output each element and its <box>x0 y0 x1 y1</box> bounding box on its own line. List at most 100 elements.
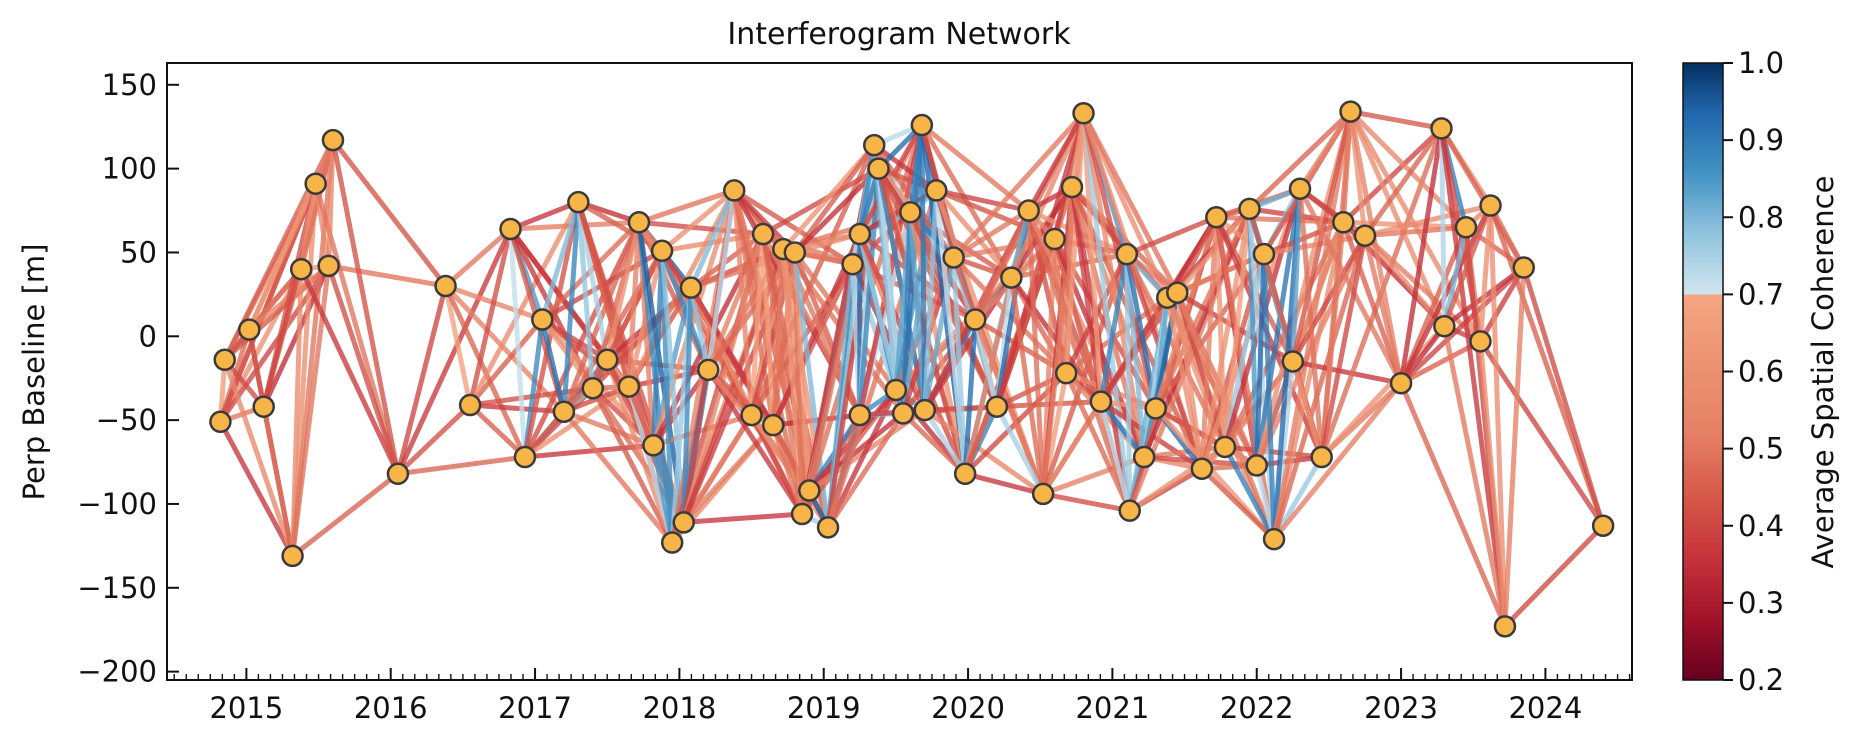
interferogram-edge <box>1069 110 1087 190</box>
interferogram-edge <box>539 199 581 323</box>
interferogram-edge <box>1271 380 1404 542</box>
acquisition-point <box>1118 499 1141 522</box>
interferogram-edge <box>1199 206 1253 472</box>
y-tick-label: 0 <box>139 319 157 353</box>
colorbar-tick-label: 0.6 <box>1738 355 1784 389</box>
plot-frame <box>166 62 1633 681</box>
interferogram-edge <box>705 367 805 517</box>
interferogram-edge <box>951 208 1032 260</box>
interferogram-edge <box>825 410 906 530</box>
interferogram-edge <box>298 266 401 477</box>
acquisition-point <box>513 445 537 469</box>
colorbar-tick-label: 0.2 <box>1738 663 1784 697</box>
interferogram-edge <box>770 249 798 428</box>
acquisition-point <box>434 274 457 298</box>
acquisition-point <box>1144 397 1167 420</box>
acquisition-point <box>925 179 948 202</box>
interferogram-edge <box>508 199 581 232</box>
acquisition-point <box>751 222 775 246</box>
acquisition-point <box>910 113 934 137</box>
acquisition-point <box>552 400 576 423</box>
acquisition-point <box>672 511 695 534</box>
acquisition-point <box>1031 482 1055 506</box>
interferogram-edge <box>467 317 545 408</box>
interferogram-edge <box>561 409 675 546</box>
acquisition-point <box>1262 527 1286 551</box>
interferogram-edges <box>217 109 1606 629</box>
x-tick-label: 2022 <box>1220 691 1294 725</box>
acquisition-point <box>321 128 345 152</box>
x-tick-label: 2023 <box>1364 691 1438 725</box>
interferogram-edge <box>395 226 514 477</box>
colorbar-tick-label: 1.0 <box>1738 46 1784 80</box>
x-axis: 2015 2016 2017 2018 2019 2020 2021 2022 2023 2024 <box>173 668 1631 725</box>
colorbar-tick-label: 0.3 <box>1738 586 1784 620</box>
interferogram-edge <box>871 142 939 193</box>
interferogram-edge <box>659 248 687 525</box>
interferogram-edge <box>792 142 877 255</box>
y-tick-label: −50 <box>96 403 157 437</box>
interferogram-edge <box>1174 290 1205 472</box>
interferogram-edge <box>659 248 711 373</box>
interferogram-edge <box>1199 466 1277 542</box>
interferogram-edge <box>994 404 1046 497</box>
colorbar-tick-label: 0.7 <box>1738 277 1784 311</box>
acquisition-point <box>1389 371 1413 395</box>
y-tick-label: −200 <box>77 655 157 689</box>
acquisition-point <box>1591 514 1615 537</box>
x-tick-label: 2015 <box>209 691 283 725</box>
interferogram-edge <box>1290 186 1303 364</box>
interferogram-edge <box>650 248 665 448</box>
y-tick-label: −150 <box>77 571 157 605</box>
interferogram-edge <box>1124 214 1219 257</box>
interferogram-edge <box>522 219 642 460</box>
interferogram-edge <box>1463 224 1527 271</box>
interferogram-edge <box>1441 224 1469 329</box>
interferogram-edge <box>467 402 528 460</box>
interferogram-edge <box>290 471 401 559</box>
interferogram-edge <box>590 385 675 546</box>
interferogram-edge <box>1502 265 1527 629</box>
interferogram-edge <box>1254 186 1303 468</box>
interferogram-edge <box>1081 110 1147 460</box>
x-tick-label: 2016 <box>354 691 428 725</box>
interferogram-edge <box>922 407 968 477</box>
interferogram-edge <box>1052 236 1069 376</box>
interferogram-edge <box>731 187 755 418</box>
acquisition-point <box>1190 457 1214 480</box>
acquisition-point <box>1454 216 1478 239</box>
interferogram-edge <box>1398 380 1508 629</box>
interferogram-edge <box>760 166 882 237</box>
acquisition-point <box>1252 242 1276 266</box>
acquisition-point <box>884 378 908 402</box>
acquisition-point <box>798 479 821 502</box>
acquisition-point <box>1054 361 1078 385</box>
y-tick-label: −100 <box>77 487 157 521</box>
interferogram-edge <box>1441 323 1508 629</box>
acquisition-point <box>1043 227 1066 251</box>
interferogram-edge <box>1213 214 1228 450</box>
interferogram-edge <box>1174 214 1219 296</box>
interferogram-edge <box>792 231 863 255</box>
colorbar-label: Average Spatial Coherence <box>1806 176 1840 569</box>
acquisition-point <box>953 462 977 486</box>
acquisition-point <box>862 133 886 157</box>
acquisition-point <box>567 190 590 214</box>
acquisition-point <box>1332 211 1355 234</box>
acquisition-point <box>1288 177 1312 200</box>
interferogram-edge <box>705 187 737 373</box>
interferogram-edge <box>395 283 449 477</box>
interferogram-edge <box>1008 110 1087 281</box>
interferogram-edge <box>261 404 296 559</box>
acquisition-point <box>1205 206 1228 229</box>
acquisition-point <box>209 410 232 434</box>
acquisition-point <box>458 393 482 417</box>
interferogram-edge <box>1477 338 1606 529</box>
interferogram-edge <box>467 199 581 408</box>
interferogram-edge <box>222 357 296 559</box>
acquisition-point <box>252 395 275 418</box>
interferogram-edge <box>951 254 968 477</box>
interferogram-edge <box>1098 251 1130 405</box>
interferogram-edge <box>1340 109 1354 225</box>
